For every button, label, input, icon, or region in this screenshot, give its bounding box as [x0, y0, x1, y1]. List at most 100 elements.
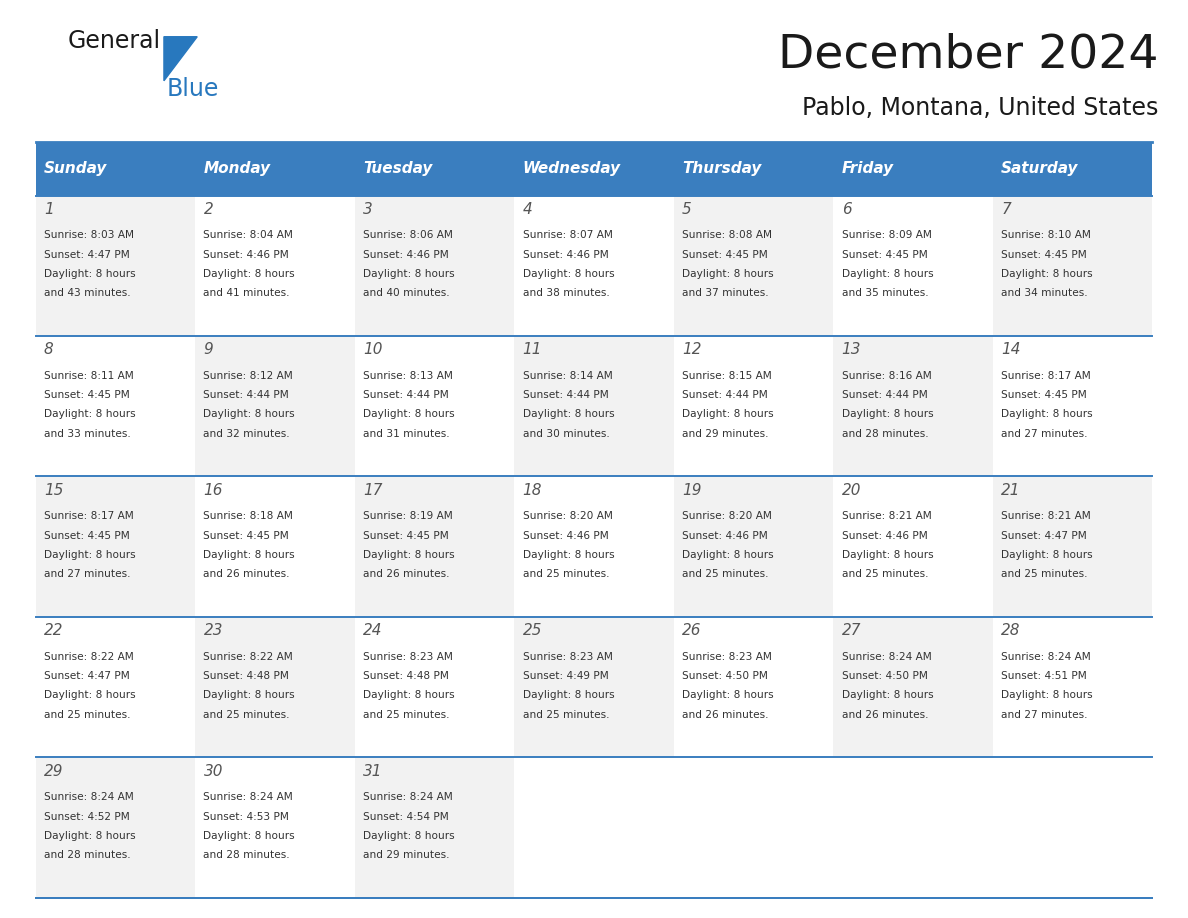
Text: Sunset: 4:46 PM: Sunset: 4:46 PM [523, 250, 608, 260]
Text: Sunrise: 8:06 AM: Sunrise: 8:06 AM [364, 230, 453, 241]
Text: Sunrise: 8:10 AM: Sunrise: 8:10 AM [1001, 230, 1091, 241]
Text: Daylight: 8 hours: Daylight: 8 hours [364, 831, 455, 841]
Text: Sunrise: 8:03 AM: Sunrise: 8:03 AM [44, 230, 134, 241]
Text: and 43 minutes.: and 43 minutes. [44, 288, 131, 298]
Text: Sunrise: 8:22 AM: Sunrise: 8:22 AM [44, 652, 134, 662]
Polygon shape [164, 37, 197, 81]
Text: 11: 11 [523, 342, 542, 357]
Text: 28: 28 [1001, 623, 1020, 638]
Text: Sunset: 4:45 PM: Sunset: 4:45 PM [1001, 250, 1087, 260]
Text: Blue: Blue [166, 77, 219, 101]
Text: Wednesday: Wednesday [523, 162, 620, 176]
Text: 3: 3 [364, 202, 373, 217]
Bar [36, 336, 195, 476]
Text: Sunrise: 8:24 AM: Sunrise: 8:24 AM [203, 792, 293, 802]
Text: Daylight: 8 hours: Daylight: 8 hours [523, 550, 614, 560]
Text: Daylight: 8 hours: Daylight: 8 hours [203, 831, 295, 841]
Text: Daylight: 8 hours: Daylight: 8 hours [841, 550, 934, 560]
Text: 27: 27 [841, 623, 861, 638]
Bar [833, 142, 993, 196]
Text: 31: 31 [364, 764, 383, 778]
Text: Sunrise: 8:18 AM: Sunrise: 8:18 AM [203, 511, 293, 521]
Text: General: General [68, 29, 160, 53]
Text: and 29 minutes.: and 29 minutes. [364, 850, 449, 860]
Text: 2: 2 [203, 202, 213, 217]
Text: and 27 minutes.: and 27 minutes. [1001, 710, 1088, 720]
Text: Daylight: 8 hours: Daylight: 8 hours [841, 690, 934, 700]
Text: Daylight: 8 hours: Daylight: 8 hours [1001, 690, 1093, 700]
Text: 15: 15 [44, 483, 63, 498]
Text: Daylight: 8 hours: Daylight: 8 hours [682, 550, 773, 560]
Text: Sunset: 4:50 PM: Sunset: 4:50 PM [841, 671, 928, 681]
Text: and 26 minutes.: and 26 minutes. [364, 569, 449, 579]
Text: Daylight: 8 hours: Daylight: 8 hours [44, 690, 135, 700]
Text: Sunset: 4:46 PM: Sunset: 4:46 PM [364, 250, 449, 260]
Text: Daylight: 8 hours: Daylight: 8 hours [523, 269, 614, 279]
Text: and 35 minutes.: and 35 minutes. [841, 288, 928, 298]
Text: Sunrise: 8:19 AM: Sunrise: 8:19 AM [364, 511, 453, 521]
Text: Sunset: 4:45 PM: Sunset: 4:45 PM [1001, 390, 1087, 400]
Bar [36, 757, 195, 898]
Bar [674, 617, 833, 757]
Text: Sunset: 4:51 PM: Sunset: 4:51 PM [1001, 671, 1087, 681]
Text: and 30 minutes.: and 30 minutes. [523, 429, 609, 439]
Text: December 2024: December 2024 [778, 32, 1158, 77]
Text: Sunrise: 8:24 AM: Sunrise: 8:24 AM [841, 652, 931, 662]
Bar [833, 476, 993, 617]
Text: Sunset: 4:46 PM: Sunset: 4:46 PM [841, 531, 928, 541]
Text: Sunset: 4:52 PM: Sunset: 4:52 PM [44, 812, 129, 822]
Text: Sunset: 4:44 PM: Sunset: 4:44 PM [364, 390, 449, 400]
Bar [674, 196, 833, 336]
Text: and 25 minutes.: and 25 minutes. [1001, 569, 1088, 579]
Bar [833, 617, 993, 757]
Bar [195, 336, 355, 476]
Bar [514, 336, 674, 476]
Bar [195, 196, 355, 336]
Text: Sunset: 4:44 PM: Sunset: 4:44 PM [523, 390, 608, 400]
Text: Daylight: 8 hours: Daylight: 8 hours [44, 409, 135, 420]
Text: Daylight: 8 hours: Daylight: 8 hours [523, 690, 614, 700]
Bar [36, 142, 195, 196]
Text: Sunset: 4:45 PM: Sunset: 4:45 PM [682, 250, 767, 260]
Bar [195, 142, 355, 196]
Text: and 37 minutes.: and 37 minutes. [682, 288, 769, 298]
Text: Sunrise: 8:20 AM: Sunrise: 8:20 AM [682, 511, 772, 521]
Text: Sunset: 4:45 PM: Sunset: 4:45 PM [203, 531, 289, 541]
Text: Sunset: 4:45 PM: Sunset: 4:45 PM [364, 531, 449, 541]
Bar [355, 617, 514, 757]
Text: Daylight: 8 hours: Daylight: 8 hours [203, 690, 295, 700]
Text: and 28 minutes.: and 28 minutes. [841, 429, 928, 439]
Text: and 32 minutes.: and 32 minutes. [203, 429, 290, 439]
Text: Sunrise: 8:24 AM: Sunrise: 8:24 AM [1001, 652, 1091, 662]
Bar [36, 196, 195, 336]
Text: 29: 29 [44, 764, 63, 778]
Text: Sunrise: 8:16 AM: Sunrise: 8:16 AM [841, 371, 931, 381]
Text: Daylight: 8 hours: Daylight: 8 hours [203, 269, 295, 279]
Text: Sunrise: 8:14 AM: Sunrise: 8:14 AM [523, 371, 612, 381]
Text: Sunset: 4:45 PM: Sunset: 4:45 PM [841, 250, 928, 260]
Text: Sunset: 4:45 PM: Sunset: 4:45 PM [44, 390, 129, 400]
Text: and 25 minutes.: and 25 minutes. [203, 710, 290, 720]
Text: and 25 minutes.: and 25 minutes. [523, 569, 609, 579]
Text: and 38 minutes.: and 38 minutes. [523, 288, 609, 298]
Text: and 28 minutes.: and 28 minutes. [44, 850, 131, 860]
Text: 7: 7 [1001, 202, 1011, 217]
Text: and 25 minutes.: and 25 minutes. [682, 569, 769, 579]
Bar [514, 196, 674, 336]
Text: and 28 minutes.: and 28 minutes. [203, 850, 290, 860]
Bar [993, 142, 1152, 196]
Text: Daylight: 8 hours: Daylight: 8 hours [203, 550, 295, 560]
Text: 26: 26 [682, 623, 702, 638]
Text: 17: 17 [364, 483, 383, 498]
Text: Sunrise: 8:24 AM: Sunrise: 8:24 AM [364, 792, 453, 802]
Bar [514, 617, 674, 757]
Text: Sunrise: 8:23 AM: Sunrise: 8:23 AM [364, 652, 453, 662]
Bar [195, 757, 355, 898]
Text: Sunrise: 8:23 AM: Sunrise: 8:23 AM [682, 652, 772, 662]
Text: and 26 minutes.: and 26 minutes. [841, 710, 928, 720]
Text: Daylight: 8 hours: Daylight: 8 hours [682, 409, 773, 420]
Text: Sunrise: 8:15 AM: Sunrise: 8:15 AM [682, 371, 772, 381]
Text: Daylight: 8 hours: Daylight: 8 hours [44, 550, 135, 560]
Text: Sunset: 4:50 PM: Sunset: 4:50 PM [682, 671, 767, 681]
Text: 13: 13 [841, 342, 861, 357]
